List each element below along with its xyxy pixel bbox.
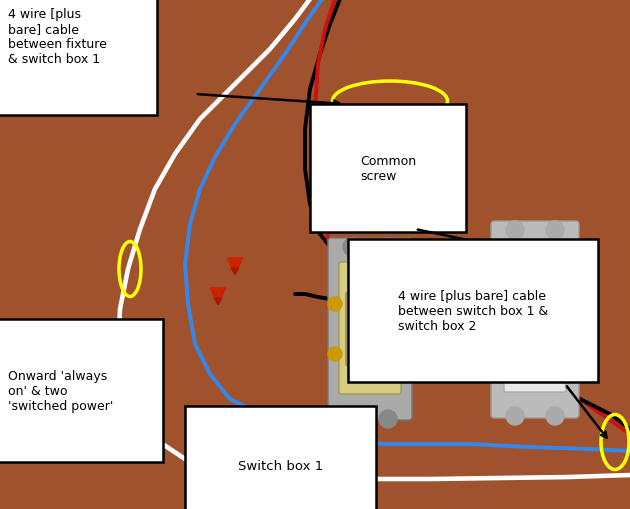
Text: 4 wire [plus bare] cable
between switch box 1 &
switch box 2: 4 wire [plus bare] cable between switch … [398,290,548,332]
Circle shape [379,410,397,428]
Polygon shape [316,227,324,233]
Text: 4 wire [plus
bare] cable
between fixture
& switch box 1: 4 wire [plus bare] cable between fixture… [8,8,107,66]
Circle shape [492,242,506,257]
FancyBboxPatch shape [504,245,566,392]
Circle shape [343,239,361,257]
Circle shape [328,297,342,312]
FancyBboxPatch shape [491,221,579,418]
Polygon shape [210,289,226,305]
Polygon shape [231,268,239,275]
Circle shape [492,267,506,281]
Circle shape [546,407,564,425]
Polygon shape [312,216,328,233]
FancyBboxPatch shape [328,239,412,420]
Circle shape [343,410,361,428]
Text: Onward 'always
on' & two
'switched power': Onward 'always on' & two 'switched power… [8,369,113,412]
Text: Switch box 1: Switch box 1 [238,459,323,472]
Circle shape [546,221,564,240]
Circle shape [379,239,397,257]
Polygon shape [334,193,342,200]
FancyBboxPatch shape [515,286,555,354]
Circle shape [506,221,524,240]
Text: Common
screw: Common screw [360,155,416,183]
Circle shape [506,407,524,425]
Polygon shape [227,259,243,275]
FancyBboxPatch shape [346,293,394,366]
Circle shape [564,297,578,312]
FancyBboxPatch shape [339,263,401,394]
Polygon shape [330,184,346,200]
Circle shape [492,327,506,342]
Circle shape [328,347,342,361]
Polygon shape [214,298,222,305]
